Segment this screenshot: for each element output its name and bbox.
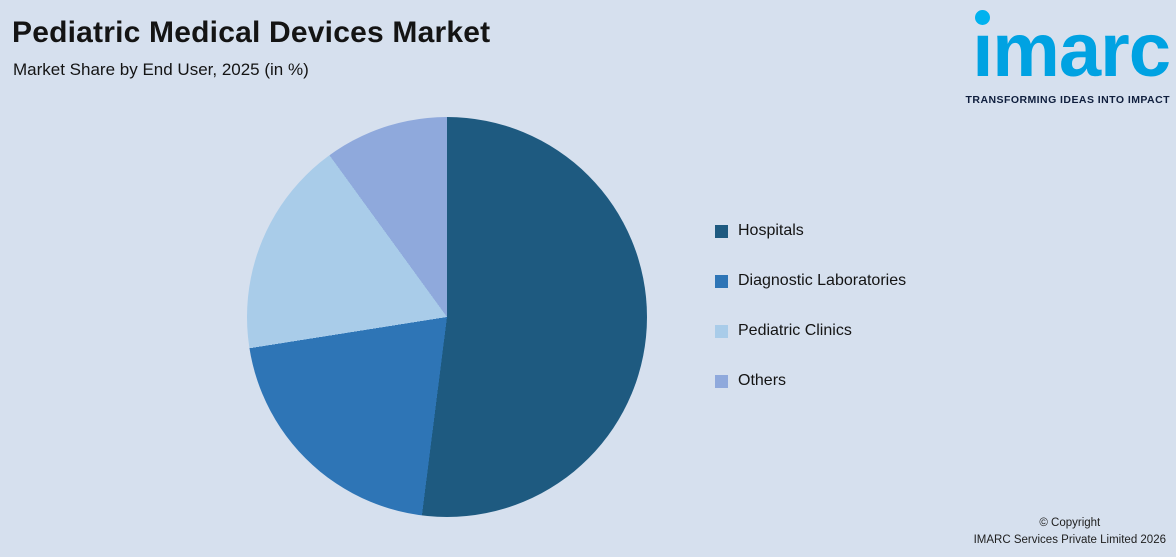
legend-swatch xyxy=(715,374,728,388)
imarc-logo: ımarc TRANSFORMING IDEAS INTO IMPACT xyxy=(932,10,1171,106)
chart-legend: Hospitals Diagnostic Laboratories Pediat… xyxy=(715,221,906,421)
legend-swatch xyxy=(715,224,728,238)
legend-item: Hospitals xyxy=(715,221,906,241)
page-title: Pediatric Medical Devices Market xyxy=(12,16,491,49)
pie-chart xyxy=(247,117,647,517)
imarc-tagline: TRANSFORMING IDEAS INTO IMPACT xyxy=(965,94,1170,106)
legend-swatch xyxy=(715,274,728,288)
legend-swatch xyxy=(715,324,728,338)
legend-item: Pediatric Clinics xyxy=(715,321,906,341)
copyright-line1: © Copyright xyxy=(1039,517,1101,529)
legend-label: Others xyxy=(738,372,787,389)
copyright-line2: IMARC Services Private Limited 2026 xyxy=(973,534,1166,546)
imarc-logo-text: ımarc xyxy=(972,10,1171,90)
copyright-block: © Copyright IMARC Services Private Limit… xyxy=(974,515,1166,549)
legend-label: Hospitals xyxy=(738,222,804,239)
legend-label: Diagnostic Laboratories xyxy=(738,272,907,289)
imarc-logo-word: ımarc xyxy=(972,8,1171,93)
legend-label: Pediatric Clinics xyxy=(738,322,852,339)
legend-item: Others xyxy=(715,371,906,391)
imarc-logo-dot-icon xyxy=(975,10,991,25)
legend-item: Diagnostic Laboratories xyxy=(715,271,906,291)
page-subtitle: Market Share by End User, 2025 (in %) xyxy=(13,60,309,79)
